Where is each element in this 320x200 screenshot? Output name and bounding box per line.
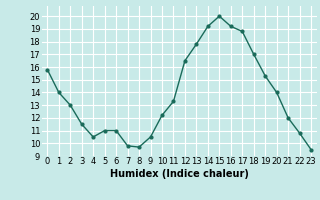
X-axis label: Humidex (Indice chaleur): Humidex (Indice chaleur) xyxy=(110,169,249,179)
